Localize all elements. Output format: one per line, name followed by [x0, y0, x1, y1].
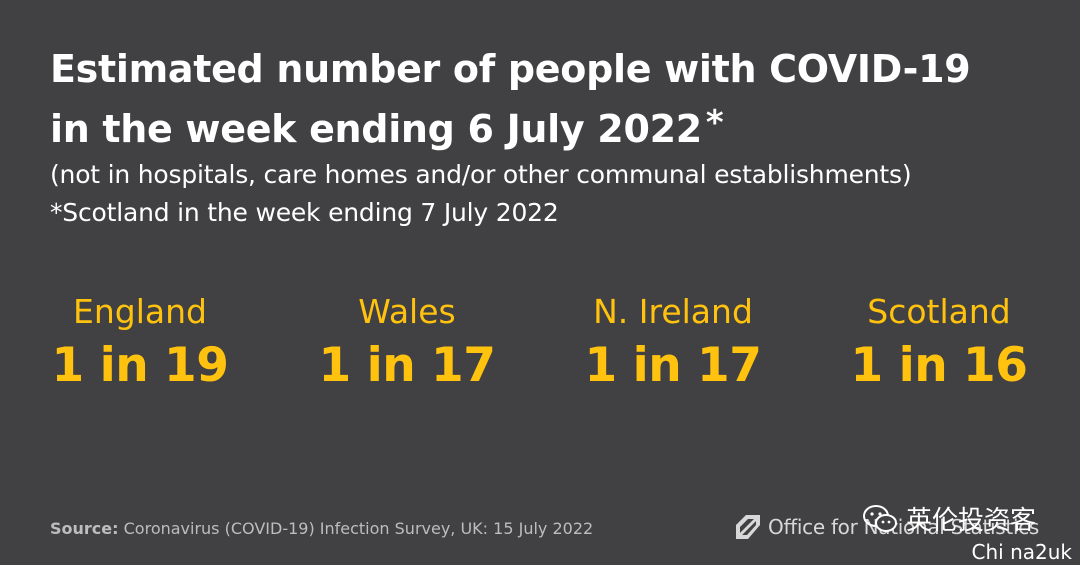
nation-scotland: Scotland 1 in 16: [819, 290, 1059, 398]
page-title: Estimated number of people with COVID-19…: [50, 42, 1060, 156]
nation-name: Scotland: [867, 292, 1011, 331]
nation-name: N. Ireland: [593, 292, 753, 331]
watermark-site: Chi na2uk: [971, 540, 1072, 564]
source-text: Coronavirus (COVID-19) Infection Survey,…: [123, 519, 594, 538]
nation-value: 1 in 17: [584, 338, 762, 393]
nation-name: Wales: [358, 292, 456, 331]
nation-value: 1 in 16: [850, 338, 1028, 393]
title-line-2: in the week ending 6 July 2022: [50, 107, 702, 151]
subtitle-line-1: (not in hospitals, care homes and/or oth…: [50, 160, 912, 189]
source-note: Source: Coronavirus (COVID-19) Infection…: [50, 518, 593, 540]
nation-estimates: England 1 in 19 Wales 1 in 17 N. Ireland…: [0, 290, 1080, 410]
watermark-account: 英伦投资客: [906, 506, 1037, 536]
ons-logo: Office for National Statistics: [734, 510, 1039, 544]
ons-logo-icon: [734, 513, 762, 541]
subtitle-line-2: *Scotland in the week ending 7 July 2022: [50, 198, 559, 227]
ons-logo-text: Office for National Statistics: [768, 515, 1040, 539]
title-asterisk: *: [705, 103, 724, 143]
page-subtitle: (not in hospitals, care homes and/or oth…: [50, 156, 1060, 232]
nation-england: England 1 in 19: [20, 290, 260, 398]
watermark: 英伦投资客: [862, 500, 1036, 537]
nation-northern-ireland: N. Ireland 1 in 17: [553, 290, 793, 398]
title-line-1: Estimated number of people with COVID-19: [50, 47, 971, 91]
nation-value: 1 in 17: [318, 338, 496, 393]
source-label: Source:: [50, 519, 119, 538]
wechat-icon: [862, 504, 898, 534]
nation-name: England: [73, 292, 207, 331]
nation-value: 1 in 19: [51, 338, 229, 393]
nation-wales: Wales 1 in 17: [287, 290, 527, 398]
